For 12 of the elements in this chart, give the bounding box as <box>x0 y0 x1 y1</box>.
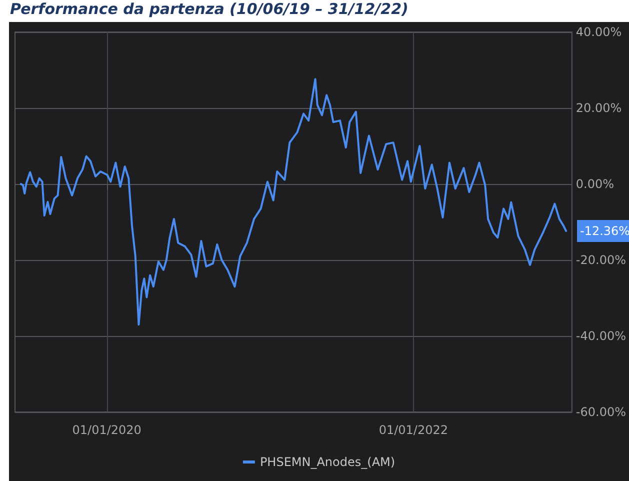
y-tick-label: 0.00% <box>576 177 614 191</box>
y-tick-label: 20.00% <box>576 101 622 115</box>
y-tick-label: -40.00% <box>576 329 626 343</box>
chart-title: Performance da partenza (10/06/19 – 31/12/22) <box>10 0 408 20</box>
y-tick-label: -20.00% <box>576 253 626 267</box>
x-tick-label: 01/01/2022 <box>378 423 448 437</box>
legend-label: PHSEMN_Anodes_(AM) <box>260 455 396 469</box>
x-tick-label: 01/01/2020 <box>72 423 142 437</box>
annotation: -12.36% <box>580 224 629 238</box>
y-tick-label: -60.00% <box>576 405 626 419</box>
y-tick-label: 40.00% <box>576 25 622 39</box>
line-series <box>20 78 568 326</box>
